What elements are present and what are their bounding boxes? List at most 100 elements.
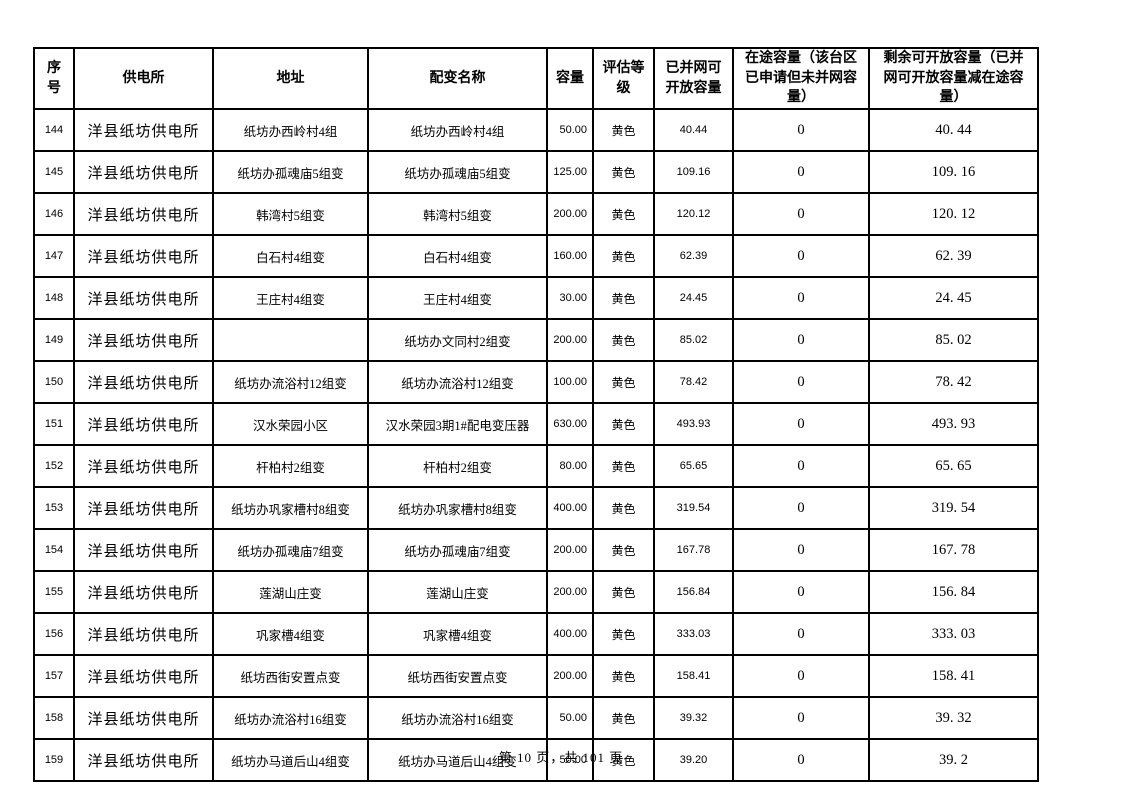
cell-in-transit-capacity: 0 [732, 654, 870, 698]
cell-remaining-capacity: 62. 39 [868, 234, 1039, 278]
cell-grid-open-capacity: 156.84 [653, 570, 734, 614]
table-body: 144 洋县纸坊供电所 纸坊办西岭村4组 纸坊办西岭村4组 50.00 黄色 4… [33, 108, 1039, 782]
cell-grid-open-capacity: 40.44 [653, 108, 734, 152]
header-serial-number: 序号 [33, 47, 75, 110]
cell-grid-open-capacity: 109.16 [653, 150, 734, 194]
cell-station: 洋县纸坊供电所 [73, 570, 214, 614]
cell-transformer-name: 白石村4组变 [367, 234, 548, 278]
cell-grade: 黄色 [592, 612, 655, 656]
cell-station: 洋县纸坊供电所 [73, 108, 214, 152]
table-row: 157 洋县纸坊供电所 纸坊西街安置点变 纸坊西街安置点变 200.00 黄色 … [33, 654, 1039, 698]
cell-remaining-capacity: 109. 16 [868, 150, 1039, 194]
cell-serial-number: 150 [33, 360, 75, 404]
cell-transformer-name: 纸坊办流浴村12组变 [367, 360, 548, 404]
cell-capacity: 30.00 [546, 276, 594, 320]
cell-transformer-name: 纸坊办孤魂庙7组变 [367, 528, 548, 572]
cell-transformer-name: 纸坊办巩家槽村8组变 [367, 486, 548, 530]
cell-address [212, 318, 369, 362]
cell-grade: 黄色 [592, 654, 655, 698]
table-row: 159 洋县纸坊供电所 纸坊办马道后山4组变 纸坊办马道后山4组变 50.00 … [33, 738, 1039, 782]
cell-grade: 黄色 [592, 234, 655, 278]
cell-in-transit-capacity: 0 [732, 486, 870, 530]
cell-address: 纸坊西街安置点变 [212, 654, 369, 698]
cell-remaining-capacity: 319. 54 [868, 486, 1039, 530]
cell-serial-number: 153 [33, 486, 75, 530]
cell-grid-open-capacity: 78.42 [653, 360, 734, 404]
cell-grade: 黄色 [592, 444, 655, 488]
cell-grade: 黄色 [592, 150, 655, 194]
header-grid-open-capacity: 已并网可开放容量 [653, 47, 734, 110]
cell-station: 洋县纸坊供电所 [73, 150, 214, 194]
cell-station: 洋县纸坊供电所 [73, 276, 214, 320]
cell-capacity: 125.00 [546, 150, 594, 194]
cell-remaining-capacity: 158. 41 [868, 654, 1039, 698]
cell-transformer-name: 汉水荣园3期1#配电变压器 [367, 402, 548, 446]
header-transformer-name: 配变名称 [367, 47, 548, 110]
cell-station: 洋县纸坊供电所 [73, 444, 214, 488]
table-row: 147 洋县纸坊供电所 白石村4组变 白石村4组变 160.00 黄色 62.3… [33, 234, 1039, 278]
cell-in-transit-capacity: 0 [732, 444, 870, 488]
cell-in-transit-capacity: 0 [732, 150, 870, 194]
cell-station: 洋县纸坊供电所 [73, 234, 214, 278]
table-row: 148 洋县纸坊供电所 王庄村4组变 王庄村4组变 30.00 黄色 24.45… [33, 276, 1039, 320]
cell-remaining-capacity: 333. 03 [868, 612, 1039, 656]
cell-grade: 黄色 [592, 276, 655, 320]
cell-grade: 黄色 [592, 738, 655, 782]
cell-transformer-name: 王庄村4组变 [367, 276, 548, 320]
cell-serial-number: 147 [33, 234, 75, 278]
cell-station: 洋县纸坊供电所 [73, 696, 214, 740]
cell-in-transit-capacity: 0 [732, 360, 870, 404]
page-footer: 第 10 页，共 101 页 [498, 750, 624, 765]
table-row: 152 洋县纸坊供电所 杆柏村2组变 杆柏村2组变 80.00 黄色 65.65… [33, 444, 1039, 488]
table-row: 154 洋县纸坊供电所 纸坊办孤魂庙7组变 纸坊办孤魂庙7组变 200.00 黄… [33, 528, 1039, 572]
cell-address: 纸坊办流浴村16组变 [212, 696, 369, 740]
cell-serial-number: 158 [33, 696, 75, 740]
cell-transformer-name: 纸坊办文同村2组变 [367, 318, 548, 362]
cell-address: 纸坊办西岭村4组 [212, 108, 369, 152]
cell-capacity: 50.00 [546, 738, 594, 782]
cell-serial-number: 154 [33, 528, 75, 572]
cell-remaining-capacity: 39. 32 [868, 696, 1039, 740]
cell-transformer-name: 纸坊办西岭村4组 [367, 108, 548, 152]
cell-capacity: 400.00 [546, 612, 594, 656]
header-station: 供电所 [73, 47, 214, 110]
table-row: 144 洋县纸坊供电所 纸坊办西岭村4组 纸坊办西岭村4组 50.00 黄色 4… [33, 108, 1039, 152]
cell-serial-number: 146 [33, 192, 75, 236]
table-row: 145 洋县纸坊供电所 纸坊办孤魂庙5组变 纸坊办孤魂庙5组变 125.00 黄… [33, 150, 1039, 194]
cell-transformer-name: 韩湾村5组变 [367, 192, 548, 236]
table-header: 序号 供电所 地址 配变名称 容量 评估等级 已并网可开放容量 在途容量（该台区… [33, 47, 1039, 110]
cell-address: 王庄村4组变 [212, 276, 369, 320]
table-row: 153 洋县纸坊供电所 纸坊办巩家槽村8组变 纸坊办巩家槽村8组变 400.00… [33, 486, 1039, 530]
cell-grade: 黄色 [592, 108, 655, 152]
cell-serial-number: 159 [33, 738, 75, 782]
cell-capacity: 80.00 [546, 444, 594, 488]
cell-grade: 黄色 [592, 528, 655, 572]
cell-grid-open-capacity: 39.20 [653, 738, 734, 782]
cell-station: 洋县纸坊供电所 [73, 612, 214, 656]
header-grade: 评估等级 [592, 47, 655, 110]
cell-grade: 黄色 [592, 192, 655, 236]
header-address: 地址 [212, 47, 369, 110]
cell-transformer-name: 莲湖山庄变 [367, 570, 548, 614]
cell-grade: 黄色 [592, 360, 655, 404]
cell-serial-number: 155 [33, 570, 75, 614]
table-row: 150 洋县纸坊供电所 纸坊办流浴村12组变 纸坊办流浴村12组变 100.00… [33, 360, 1039, 404]
cell-capacity: 200.00 [546, 192, 594, 236]
table-row: 149 洋县纸坊供电所 纸坊办文同村2组变 200.00 黄色 85.02 0 … [33, 318, 1039, 362]
header-capacity: 容量 [546, 47, 594, 110]
cell-grade: 黄色 [592, 318, 655, 362]
cell-transformer-name: 巩家槽4组变 [367, 612, 548, 656]
cell-station: 洋县纸坊供电所 [73, 318, 214, 362]
cell-station: 洋县纸坊供电所 [73, 528, 214, 572]
cell-remaining-capacity: 167. 78 [868, 528, 1039, 572]
cell-station: 洋县纸坊供电所 [73, 486, 214, 530]
table-row: 151 洋县纸坊供电所 汉水荣园小区 汉水荣园3期1#配电变压器 630.00 … [33, 402, 1039, 446]
header-in-transit-capacity: 在途容量（该台区已申请但未并网容量） [732, 47, 870, 110]
cell-in-transit-capacity: 0 [732, 108, 870, 152]
capacity-table: 序号 供电所 地址 配变名称 容量 评估等级 已并网可开放容量 在途容量（该台区… [33, 47, 1039, 782]
cell-serial-number: 152 [33, 444, 75, 488]
cell-serial-number: 148 [33, 276, 75, 320]
cell-grid-open-capacity: 24.45 [653, 276, 734, 320]
cell-address: 纸坊办巩家槽村8组变 [212, 486, 369, 530]
